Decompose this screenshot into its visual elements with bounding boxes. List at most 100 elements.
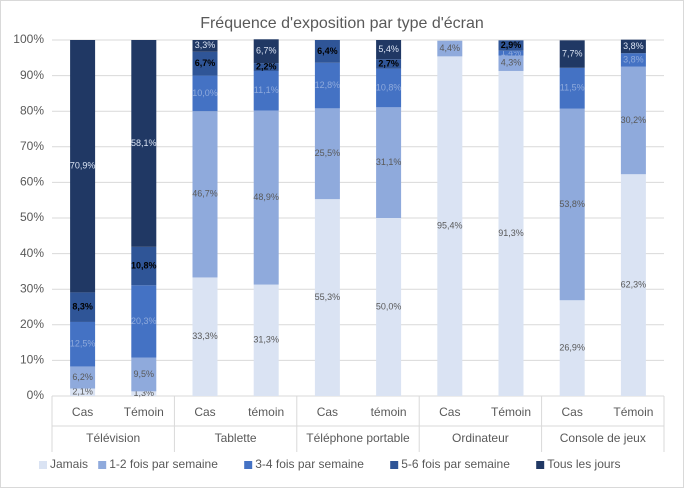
value-label: 2,9% bbox=[501, 40, 522, 50]
bar-segment bbox=[253, 39, 279, 64]
legend-label: Tous les jours bbox=[547, 457, 620, 471]
x-tick-label: témoin bbox=[371, 405, 407, 419]
bar-segment bbox=[70, 321, 96, 367]
bar-segment bbox=[559, 108, 585, 301]
value-label: 3,8% bbox=[623, 41, 644, 51]
bar-segment bbox=[253, 70, 279, 111]
value-label: 10,8% bbox=[131, 260, 157, 270]
y-tick-label: 10% bbox=[20, 353, 44, 367]
legend-label: 5-6 fois par semaine bbox=[401, 457, 510, 471]
value-label: 53,8% bbox=[559, 199, 585, 209]
legend-swatch bbox=[390, 461, 399, 469]
value-label: 3,3% bbox=[195, 40, 216, 50]
value-label: 58,1% bbox=[131, 138, 157, 148]
y-tick-label: 0% bbox=[27, 388, 45, 402]
value-label: 11,5% bbox=[560, 83, 585, 93]
group-label: Tablette bbox=[215, 431, 257, 445]
value-label: 26,9% bbox=[559, 342, 585, 352]
legend-swatch bbox=[536, 461, 545, 469]
value-label: 12,5% bbox=[70, 339, 96, 349]
bar-segment bbox=[253, 284, 279, 396]
bar-segment bbox=[620, 39, 646, 54]
value-label: 70,9% bbox=[70, 161, 96, 171]
bar-segment bbox=[192, 51, 218, 76]
value-label: 46,7% bbox=[192, 189, 218, 199]
bar-segment bbox=[314, 108, 340, 200]
value-label: 7,7% bbox=[562, 48, 583, 58]
legend-label: Jamais bbox=[50, 457, 88, 471]
value-label: 1,3% bbox=[134, 388, 155, 398]
bar-segment bbox=[559, 300, 585, 396]
value-label: 5,4% bbox=[378, 44, 399, 54]
value-label: 4,3% bbox=[501, 58, 522, 68]
bar-segment bbox=[192, 75, 218, 112]
bar-segment bbox=[620, 53, 646, 67]
legend-label: 1-2 fois par semaine bbox=[109, 457, 218, 471]
bar-segment bbox=[498, 70, 524, 397]
bar-segment bbox=[498, 50, 524, 56]
bar-segment bbox=[192, 40, 218, 52]
value-label: 10,8% bbox=[376, 82, 402, 92]
legend-swatch bbox=[98, 461, 107, 469]
bar-segment bbox=[376, 40, 402, 60]
value-label: 11,1% bbox=[254, 85, 279, 95]
value-label: 4,4% bbox=[440, 43, 461, 53]
value-label: 31,1% bbox=[376, 157, 402, 167]
y-tick-label: 40% bbox=[20, 246, 44, 260]
y-tick-label: 20% bbox=[20, 317, 44, 331]
y-tick-label: 70% bbox=[20, 139, 44, 153]
bar-segment bbox=[70, 292, 96, 322]
value-label: 9,5% bbox=[134, 369, 155, 379]
bar-segment bbox=[131, 285, 157, 358]
legend-swatch bbox=[244, 461, 253, 469]
bar-segment bbox=[620, 66, 646, 175]
x-tick-label: Témoin bbox=[491, 405, 531, 419]
x-tick-label: Cas bbox=[194, 405, 215, 419]
value-label: 10,0% bbox=[192, 88, 218, 98]
value-label: 62,3% bbox=[621, 279, 647, 289]
value-label: 95,4% bbox=[437, 221, 463, 231]
bar-segment bbox=[131, 357, 157, 392]
bar-segment bbox=[131, 40, 157, 247]
value-label: 8,3% bbox=[72, 302, 93, 312]
value-label: 33,3% bbox=[192, 331, 218, 341]
x-tick-label: Cas bbox=[439, 405, 460, 419]
bar-segment bbox=[253, 110, 279, 285]
value-label: 12,8% bbox=[315, 80, 341, 90]
value-label: 6,2% bbox=[72, 372, 93, 382]
value-label: 2,2% bbox=[256, 61, 277, 71]
group-label: Télévision bbox=[86, 431, 140, 445]
value-label: 31,3% bbox=[253, 335, 279, 345]
value-label: 48,9% bbox=[253, 192, 279, 202]
bar-segment bbox=[192, 277, 218, 396]
y-tick-label: 90% bbox=[20, 68, 44, 82]
group-label: Ordinateur bbox=[452, 431, 509, 445]
bar-segment bbox=[314, 40, 340, 63]
value-label: 20,3% bbox=[131, 316, 157, 326]
bar-segment bbox=[498, 40, 524, 51]
bar-segment bbox=[498, 55, 524, 71]
value-label: 6,7% bbox=[195, 58, 216, 68]
value-label: 3,8% bbox=[623, 54, 644, 64]
x-tick-label: Cas bbox=[72, 405, 93, 419]
bar-segment bbox=[437, 40, 463, 57]
bar-segment bbox=[70, 40, 96, 293]
value-label: 6,7% bbox=[256, 46, 277, 56]
value-label: 30,2% bbox=[621, 115, 647, 125]
x-tick-label: témoin bbox=[248, 405, 284, 419]
y-tick-label: 30% bbox=[20, 281, 44, 295]
y-tick-label: 100% bbox=[13, 32, 44, 46]
value-label: 2,1% bbox=[72, 387, 93, 397]
value-label: 50,0% bbox=[376, 301, 402, 311]
bar-segment bbox=[376, 59, 402, 69]
value-label: 6,4% bbox=[317, 46, 338, 56]
bar-segment bbox=[70, 366, 96, 389]
legend-swatch bbox=[39, 461, 47, 469]
value-label: 91,3% bbox=[498, 228, 524, 238]
bar-segment bbox=[314, 199, 340, 396]
value-label: 55,3% bbox=[315, 292, 341, 302]
x-tick-label: Cas bbox=[562, 405, 583, 419]
value-label: 2,7% bbox=[378, 58, 399, 68]
bar-segment bbox=[314, 62, 340, 109]
